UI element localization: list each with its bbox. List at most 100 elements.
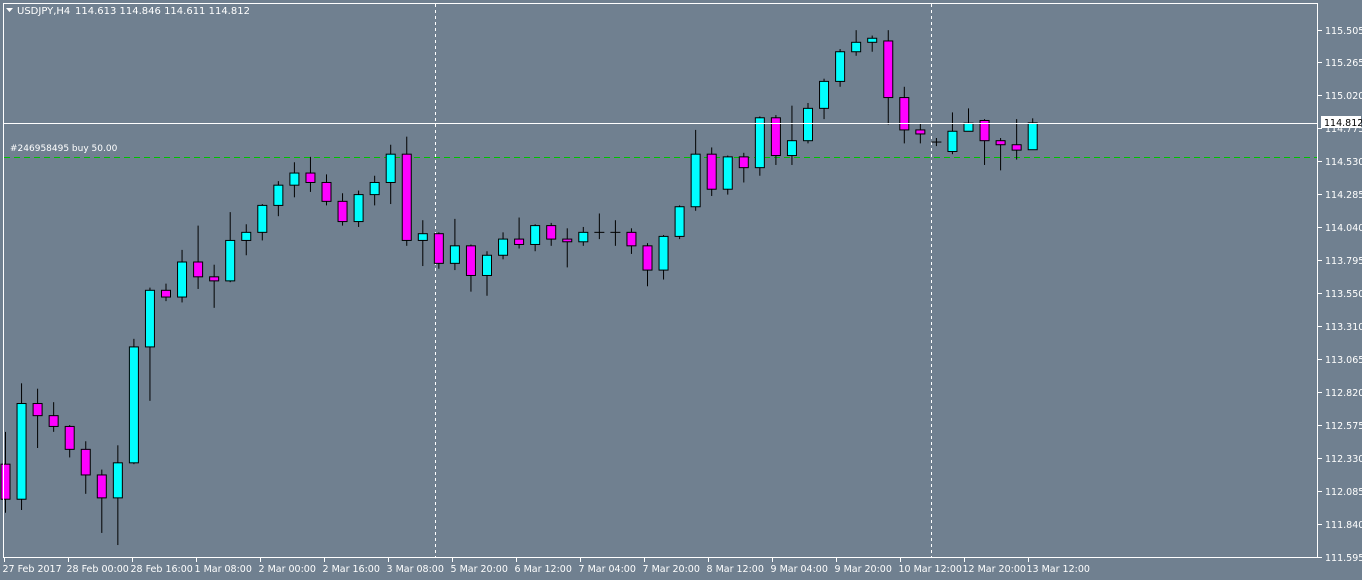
candle-body-bull bbox=[690, 153, 701, 208]
candle bbox=[289, 162, 300, 198]
candle-body-bull bbox=[498, 238, 509, 256]
time-tick-label: 2 Mar 00:00 bbox=[259, 564, 316, 575]
price-tick-label: 113.550 bbox=[1325, 289, 1362, 300]
candle bbox=[64, 425, 75, 458]
candle-body-bear bbox=[883, 40, 894, 99]
time-tick-label: 8 Mar 12:00 bbox=[707, 564, 764, 575]
time-tick-label: 28 Feb 16:00 bbox=[131, 564, 193, 575]
candle-body-bull bbox=[947, 130, 958, 152]
candle-body-bull bbox=[289, 172, 300, 186]
candle bbox=[578, 226, 589, 246]
candle bbox=[498, 232, 509, 260]
candle-body-bear bbox=[642, 245, 653, 271]
candle bbox=[610, 220, 621, 246]
price-tick-label: 114.040 bbox=[1325, 223, 1362, 234]
price-tick-label: 113.795 bbox=[1325, 256, 1362, 267]
candle-body-bear bbox=[514, 238, 525, 245]
candle bbox=[867, 35, 878, 52]
candle-body-bear bbox=[321, 181, 332, 202]
candle-body-bear bbox=[96, 474, 107, 499]
candle-body-bear bbox=[770, 117, 781, 157]
candle-body-bear bbox=[305, 172, 316, 183]
candle bbox=[979, 119, 990, 165]
candle bbox=[754, 116, 765, 176]
candle bbox=[385, 144, 396, 205]
candle-body-bear bbox=[0, 463, 11, 500]
candle-body-bear bbox=[899, 97, 910, 131]
candle-body-bear bbox=[337, 200, 348, 223]
price-tick-label: 114.285 bbox=[1325, 190, 1362, 201]
candle bbox=[546, 222, 557, 246]
candle-body-bear bbox=[193, 261, 204, 278]
candle bbox=[642, 243, 653, 287]
candle bbox=[193, 225, 204, 289]
candle bbox=[786, 105, 797, 165]
candle bbox=[433, 232, 444, 269]
candle-body-bear bbox=[1011, 144, 1022, 151]
candle-body-bear bbox=[738, 156, 749, 169]
candle bbox=[449, 218, 460, 271]
candle bbox=[995, 138, 1006, 171]
candle-body-bull bbox=[674, 206, 685, 237]
time-tick-label: 6 Mar 12:00 bbox=[515, 564, 572, 575]
candle-body-bull bbox=[273, 184, 284, 206]
price-tick-label: 114.530 bbox=[1325, 157, 1362, 168]
candle-body-bull bbox=[385, 153, 396, 183]
candle-body-bull bbox=[722, 156, 733, 190]
candle-body-bull bbox=[417, 233, 428, 241]
candle-body-bull bbox=[369, 181, 380, 196]
candle bbox=[931, 138, 942, 147]
candle bbox=[225, 212, 236, 283]
candle bbox=[32, 388, 43, 448]
candle-body-bull bbox=[530, 225, 541, 245]
time-tick-label: 1 Mar 08:00 bbox=[195, 564, 252, 575]
candle-body-bull bbox=[867, 37, 878, 43]
candle bbox=[321, 174, 332, 206]
candle-body-bull bbox=[16, 403, 27, 500]
candle-body-bear bbox=[706, 153, 717, 190]
candle bbox=[899, 86, 910, 144]
price-tick-label: 112.575 bbox=[1325, 421, 1362, 432]
candle-body-bear bbox=[626, 231, 637, 247]
candle-body-bull bbox=[128, 346, 139, 464]
candle bbox=[482, 251, 492, 296]
candle-body-bull bbox=[177, 261, 188, 298]
plot-border bbox=[3, 3, 1318, 558]
candle bbox=[209, 264, 220, 308]
candle-body-bull bbox=[225, 239, 236, 282]
symbol-menu-triangle-icon[interactable] bbox=[6, 8, 13, 12]
candle bbox=[915, 123, 926, 144]
candle-body-bull bbox=[835, 51, 846, 82]
candle-body-bear bbox=[64, 425, 75, 450]
price-tick-label: 111.595 bbox=[1325, 553, 1362, 564]
price-tick-label: 114.775 bbox=[1325, 124, 1362, 135]
bid-price-tag-label: 114.812 bbox=[1324, 118, 1362, 129]
time-tick-label: 12 Mar 20:00 bbox=[963, 564, 1026, 575]
candle bbox=[562, 228, 573, 268]
candle-body-bull bbox=[257, 204, 268, 233]
candle bbox=[722, 155, 733, 195]
candle bbox=[883, 30, 894, 125]
candle bbox=[337, 193, 348, 226]
candle bbox=[112, 445, 123, 546]
price-tick-label: 113.310 bbox=[1325, 322, 1362, 333]
time-tick-label: 2 Mar 16:00 bbox=[323, 564, 380, 575]
time-axis: 27 Feb 2017 28 Feb 00:00 28 Feb 16:00 1 Mar… bbox=[3, 557, 1090, 575]
candle-body-bull bbox=[241, 231, 252, 241]
symbol-timeframe-label: USDJPY,H4 bbox=[17, 6, 70, 17]
candle bbox=[594, 213, 605, 240]
candle-body-bull bbox=[578, 231, 589, 243]
candle-body-bear bbox=[401, 153, 412, 241]
time-tick-label: 7 Mar 20:00 bbox=[643, 564, 700, 575]
candle bbox=[706, 147, 717, 196]
candle bbox=[161, 283, 171, 302]
time-tick-label: 7 Mar 04:00 bbox=[579, 564, 636, 575]
candle-body-bull bbox=[963, 122, 974, 132]
candle-body-bear bbox=[915, 129, 926, 135]
candle bbox=[465, 244, 476, 292]
candle bbox=[835, 49, 846, 87]
candle-body-bull bbox=[754, 117, 765, 169]
candle bbox=[16, 383, 27, 510]
